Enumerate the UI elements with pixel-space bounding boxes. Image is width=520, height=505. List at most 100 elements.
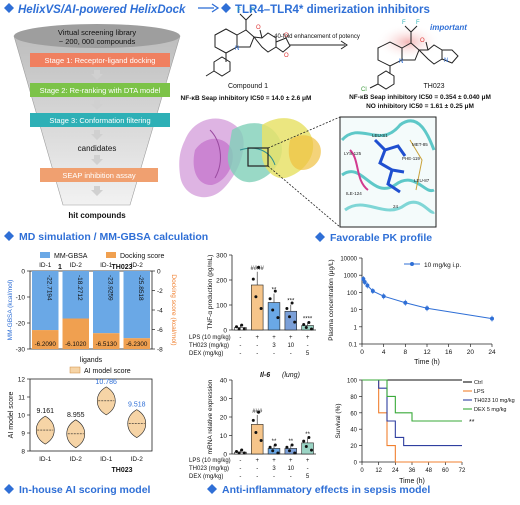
pk-point xyxy=(362,280,367,285)
data-point xyxy=(273,443,277,447)
table-cell: 3 xyxy=(272,466,276,472)
th023-ic50-seap: NF-κB Seap inhibitory IC50 = 0.354 ± 0.0… xyxy=(349,94,491,101)
data-point xyxy=(310,327,313,331)
table-cell: - xyxy=(273,474,275,480)
table-cell: - xyxy=(307,466,309,472)
table-row-label: DEX (mg/kg) xyxy=(189,351,223,357)
table-cell: + xyxy=(306,335,310,341)
down-arrow-icon xyxy=(91,70,103,80)
y-tick-label: -2 xyxy=(157,288,163,295)
candidates-label: candidates xyxy=(78,144,117,153)
atom-label: Cl xyxy=(361,87,367,93)
data-point xyxy=(290,443,294,447)
category-label: ID-2 xyxy=(70,456,83,463)
pk-point xyxy=(370,289,375,294)
y-tick-label: 0 xyxy=(21,269,25,276)
y-tick-label: 10 xyxy=(350,308,357,314)
table-cell: - xyxy=(239,351,241,357)
docking-bar xyxy=(93,333,120,349)
significance-label: **** xyxy=(303,316,313,322)
section-ai: In-house AI scoring model xyxy=(19,484,151,496)
table-cell: 10 xyxy=(287,466,294,472)
category-label: ID-1 xyxy=(39,456,52,463)
data-point xyxy=(310,448,313,452)
th023-structure xyxy=(369,25,459,90)
atom-label: N xyxy=(235,46,239,52)
y-tick-label: 10 xyxy=(220,433,228,440)
table-cell: + xyxy=(255,458,259,464)
y-tick-label: 300 xyxy=(216,253,227,260)
table-cell: - xyxy=(256,343,258,349)
mmgbsa-xlabel: ligands xyxy=(80,357,103,364)
table-cell: + xyxy=(255,335,259,341)
docking-value-label: -6.2090 xyxy=(35,341,57,348)
y-tick-label: 40 xyxy=(220,378,228,385)
atom-label: F xyxy=(251,8,255,14)
stage2-box xyxy=(30,83,170,97)
x-tick-label: 20 xyxy=(467,349,475,356)
table-cell: - xyxy=(290,351,292,357)
residue-label: LYS-125 xyxy=(344,151,362,156)
atom-label: O xyxy=(256,25,261,31)
data-point xyxy=(235,449,238,453)
data-point xyxy=(307,320,311,324)
y-tick-label: 1000 xyxy=(344,274,358,280)
down-arrow-icon xyxy=(91,100,103,110)
right-title: TLR4–TLR4* dimerization inhibitors xyxy=(235,4,430,16)
significance-label: *** xyxy=(287,299,295,305)
pk-legend-marker xyxy=(410,262,414,266)
atom-label: F xyxy=(237,8,241,14)
y-tick-label: 20 xyxy=(220,415,228,422)
mmgbsa-value-label: -22.7194 xyxy=(45,275,52,301)
data-point xyxy=(251,418,255,422)
data-point xyxy=(285,307,289,311)
legend-swatch-mmgbsa xyxy=(40,252,50,258)
table-cell: - xyxy=(290,474,292,480)
significance-label: ** xyxy=(272,288,277,294)
table-row-label: TH023 (mg/kg) xyxy=(189,466,229,472)
diamond-icon xyxy=(207,484,217,494)
th023-name: TH023 xyxy=(423,83,444,90)
residue-label: MET-85 xyxy=(412,142,428,147)
table-cell: - xyxy=(256,351,258,357)
atom-label: O xyxy=(284,33,289,39)
stage1-box xyxy=(30,53,170,67)
stage3-label: Stage 3: Conformation filtering xyxy=(49,116,150,125)
residue-label: LEU-87 xyxy=(414,178,430,183)
data-point xyxy=(307,435,311,439)
pk-series-line xyxy=(362,278,493,320)
category-label: ID-1 xyxy=(100,262,113,269)
table-cell: + xyxy=(272,335,276,341)
mmgbsa-bar xyxy=(93,271,120,334)
data-point xyxy=(254,430,258,434)
down-arrow-icon xyxy=(91,186,103,196)
mmgbsa-bar xyxy=(32,271,59,331)
table-cell: + xyxy=(306,458,310,464)
x-tick-label: 36 xyxy=(409,468,416,474)
data-point xyxy=(257,265,260,269)
table-row-label: LPS (10 mg/kg) xyxy=(189,458,231,464)
data-point xyxy=(254,295,258,299)
table-cell: + xyxy=(272,458,276,464)
stage3-box xyxy=(30,113,170,127)
x-tick-label: 60 xyxy=(442,468,449,474)
atom-label: N xyxy=(399,59,403,65)
x-tick-label: 12 xyxy=(423,349,431,356)
y-tick-label: 20 xyxy=(350,444,357,450)
y-tick-label: 60 xyxy=(350,411,357,417)
x-tick-label: 72 xyxy=(459,468,466,474)
ai-model-chart: AI model score 8 9 10 11 12 9.161 8.955 10.786… xyxy=(8,366,153,474)
section-inflam: Anti-inflammatory effects in sepsis mode… xyxy=(222,484,430,496)
data-point xyxy=(293,320,297,324)
table-row-label: LPS (10 mg/kg) xyxy=(189,335,231,341)
x-tick-label: 24 xyxy=(392,468,399,474)
legend-label: TH023 10 mg/kg xyxy=(474,398,515,404)
atom-label: N xyxy=(444,58,448,64)
ai-value-label: 8.955 xyxy=(67,412,85,419)
il6-tissue: (lung) xyxy=(282,372,300,379)
y-tick-label: 0 xyxy=(157,269,161,276)
atom-label: F xyxy=(416,20,420,26)
data-point xyxy=(276,316,280,320)
data-point xyxy=(302,322,306,326)
